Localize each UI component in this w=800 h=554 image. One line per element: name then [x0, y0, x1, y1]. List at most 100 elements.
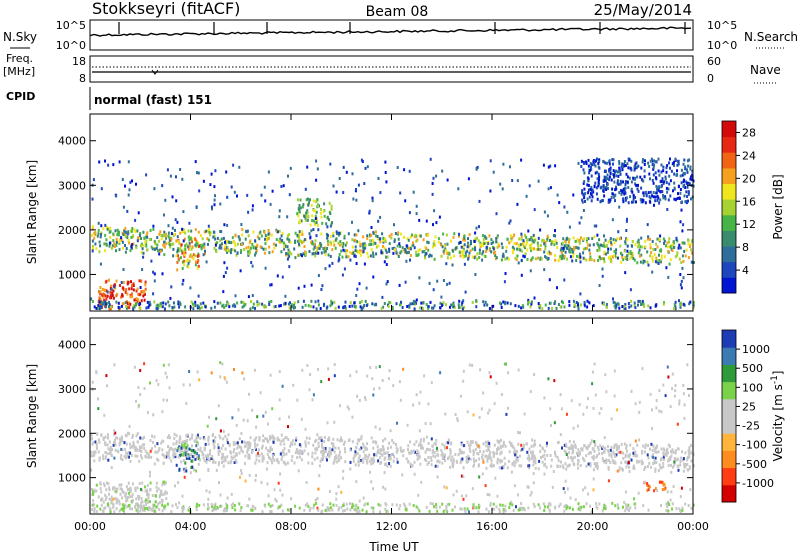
- power-cell: [494, 254, 497, 257]
- power-cell: [329, 212, 332, 216]
- power-cell: [230, 185, 233, 189]
- power-cell: [111, 294, 114, 297]
- power-cell: [634, 306, 637, 310]
- power-cell: [681, 229, 684, 233]
- power-cell: [596, 197, 599, 201]
- velocity-cell: [343, 447, 346, 451]
- velocity-cell: [130, 499, 133, 503]
- power-cell: [192, 304, 195, 308]
- power-cell: [436, 279, 439, 283]
- power-cell: [629, 250, 632, 254]
- velocity-cell: [355, 453, 357, 457]
- velocity-cell: [671, 502, 674, 506]
- power-cell: [122, 286, 125, 290]
- power-cell: [539, 248, 542, 251]
- power-cell: [582, 181, 585, 185]
- velocity-cell: [148, 455, 151, 459]
- power-cell: [136, 287, 139, 291]
- velocity-cell: [103, 507, 106, 510]
- velocity-cell: [122, 490, 125, 494]
- velocity-cell: [434, 455, 437, 459]
- power-cell: [623, 160, 626, 163]
- power-cell: [190, 229, 193, 233]
- velocity-cell: [297, 469, 300, 473]
- power-cell: [358, 240, 361, 244]
- velocity-cell: [667, 443, 670, 447]
- velocity-cell: [522, 446, 525, 450]
- power-cell: [613, 173, 615, 177]
- velocity-cell: [541, 460, 544, 464]
- noise-right-tick-bottom: 10^0: [707, 39, 737, 52]
- velocity-cell: [638, 460, 641, 464]
- power-cell: [289, 240, 292, 244]
- power-cell: [199, 234, 202, 237]
- velocity-cell: [435, 506, 438, 509]
- velocity-cell: [298, 443, 301, 447]
- velocity-cell: [267, 502, 270, 506]
- power-cell: [298, 204, 301, 207]
- power-cell: [575, 259, 578, 262]
- power-cell: [184, 247, 187, 251]
- velocity-cell: [240, 472, 243, 476]
- velocity-cell: [420, 438, 422, 442]
- power-cell: [244, 302, 247, 306]
- velocity-cell: [90, 468, 93, 472]
- power-cell: [686, 185, 689, 189]
- power-cell: [256, 303, 259, 307]
- velocity-cell: [358, 460, 361, 464]
- velocity-cell: [219, 429, 222, 433]
- velocity-cell: [262, 457, 265, 461]
- velocity-cell: [624, 490, 627, 494]
- power-cell: [117, 305, 120, 309]
- velocity-cell: [488, 448, 490, 452]
- power-cell: [394, 232, 397, 235]
- power-cell: [132, 288, 135, 292]
- power-cell: [637, 164, 640, 168]
- power-cell: [660, 254, 663, 258]
- power-cell: [666, 208, 669, 211]
- power-cell: [100, 231, 103, 235]
- power-cell: [399, 251, 402, 255]
- power-cell: [606, 173, 609, 177]
- power-cell: [268, 300, 271, 304]
- velocity-cell: [197, 435, 200, 439]
- velocity-cell: [662, 461, 665, 465]
- velocity-cell: [298, 455, 301, 459]
- power-cell: [349, 301, 352, 305]
- velocity-cell: [106, 433, 109, 437]
- power-cell: [649, 254, 652, 258]
- power-cell: [421, 250, 424, 254]
- velocity-cell: [105, 374, 108, 378]
- velocity-cell: [301, 368, 304, 372]
- power-cell: [585, 240, 588, 244]
- power-cell: [590, 174, 593, 178]
- power-cell: [181, 177, 184, 181]
- velocity-cell: [90, 437, 92, 441]
- velocity-cell: [395, 503, 398, 507]
- power-cell: [422, 301, 425, 305]
- velocity-cell: [251, 408, 254, 412]
- power-cell: [474, 273, 477, 276]
- power-cell: [241, 305, 244, 309]
- velocity-cell: [670, 470, 673, 474]
- power-cell: [128, 301, 131, 305]
- power-cell: [294, 305, 296, 309]
- velocity-cell: [128, 487, 130, 491]
- power-cell: [585, 160, 587, 164]
- velocity-cell: [315, 447, 318, 451]
- velocity-cell: [119, 442, 122, 445]
- power-cell: [144, 240, 147, 244]
- power-x-ticks: [89, 114, 694, 311]
- power-cell: [332, 234, 335, 238]
- velocity-cell: [270, 459, 273, 462]
- velocity-cell: [300, 458, 303, 462]
- power-cell: [118, 248, 121, 252]
- power-cell: [595, 157, 598, 161]
- power-cell: [124, 301, 127, 305]
- velocity-cell: [496, 494, 499, 498]
- velocity-cell: [254, 444, 257, 448]
- power-cell: [485, 236, 488, 240]
- velocity-cell: [108, 440, 111, 444]
- power-cell: [92, 245, 94, 249]
- velocity-cell: [349, 374, 352, 378]
